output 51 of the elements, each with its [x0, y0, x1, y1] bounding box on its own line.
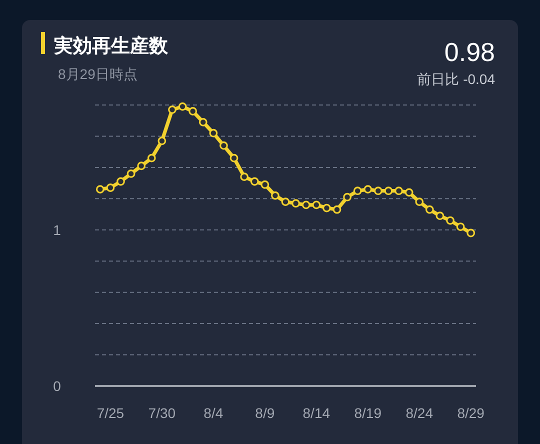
point	[116, 177, 125, 186]
point	[137, 162, 146, 170]
x-tick-label: 8/19	[354, 405, 382, 421]
x-tick-label: 8/14	[302, 405, 330, 421]
point	[230, 154, 238, 162]
point	[281, 198, 290, 206]
point	[374, 186, 382, 196]
x-tick-label: 7/30	[148, 405, 176, 421]
x-tick-label: 8/29	[457, 405, 485, 421]
point	[302, 200, 310, 210]
point	[446, 216, 454, 225]
point	[178, 102, 187, 111]
point	[271, 191, 280, 200]
point	[415, 198, 424, 206]
point	[364, 185, 372, 194]
point	[404, 188, 414, 197]
point	[343, 192, 352, 202]
point	[292, 199, 300, 208]
point	[456, 222, 465, 231]
point	[250, 177, 259, 186]
point	[466, 228, 476, 238]
text: 前日比 -0.04	[417, 71, 496, 87]
point	[126, 169, 136, 178]
point	[384, 186, 393, 196]
point	[322, 204, 331, 212]
point	[220, 141, 228, 150]
x-tick-label: 8/9	[255, 405, 275, 421]
point	[260, 180, 270, 189]
point	[240, 172, 249, 182]
x-tick-label: 8/4	[204, 405, 224, 421]
point	[353, 186, 362, 196]
y-tick-label: 1	[53, 222, 62, 238]
text: 0.98	[444, 37, 495, 67]
point	[147, 154, 156, 162]
point	[312, 200, 321, 210]
chart-title: 実効再生産数	[53, 35, 169, 57]
point	[96, 185, 104, 194]
point	[158, 136, 166, 146]
chart-subtitle: 8月29日時点	[58, 66, 138, 82]
point	[168, 105, 176, 114]
point	[436, 212, 444, 220]
point	[106, 184, 115, 192]
x-tick-label: 7/25	[96, 405, 124, 421]
point	[394, 186, 403, 196]
point	[209, 128, 218, 138]
point	[188, 107, 198, 116]
x-tick-label: 8/24	[406, 405, 434, 421]
point	[198, 118, 208, 126]
point	[425, 205, 434, 214]
y-tick-label: 0	[53, 378, 62, 394]
point	[332, 205, 342, 214]
